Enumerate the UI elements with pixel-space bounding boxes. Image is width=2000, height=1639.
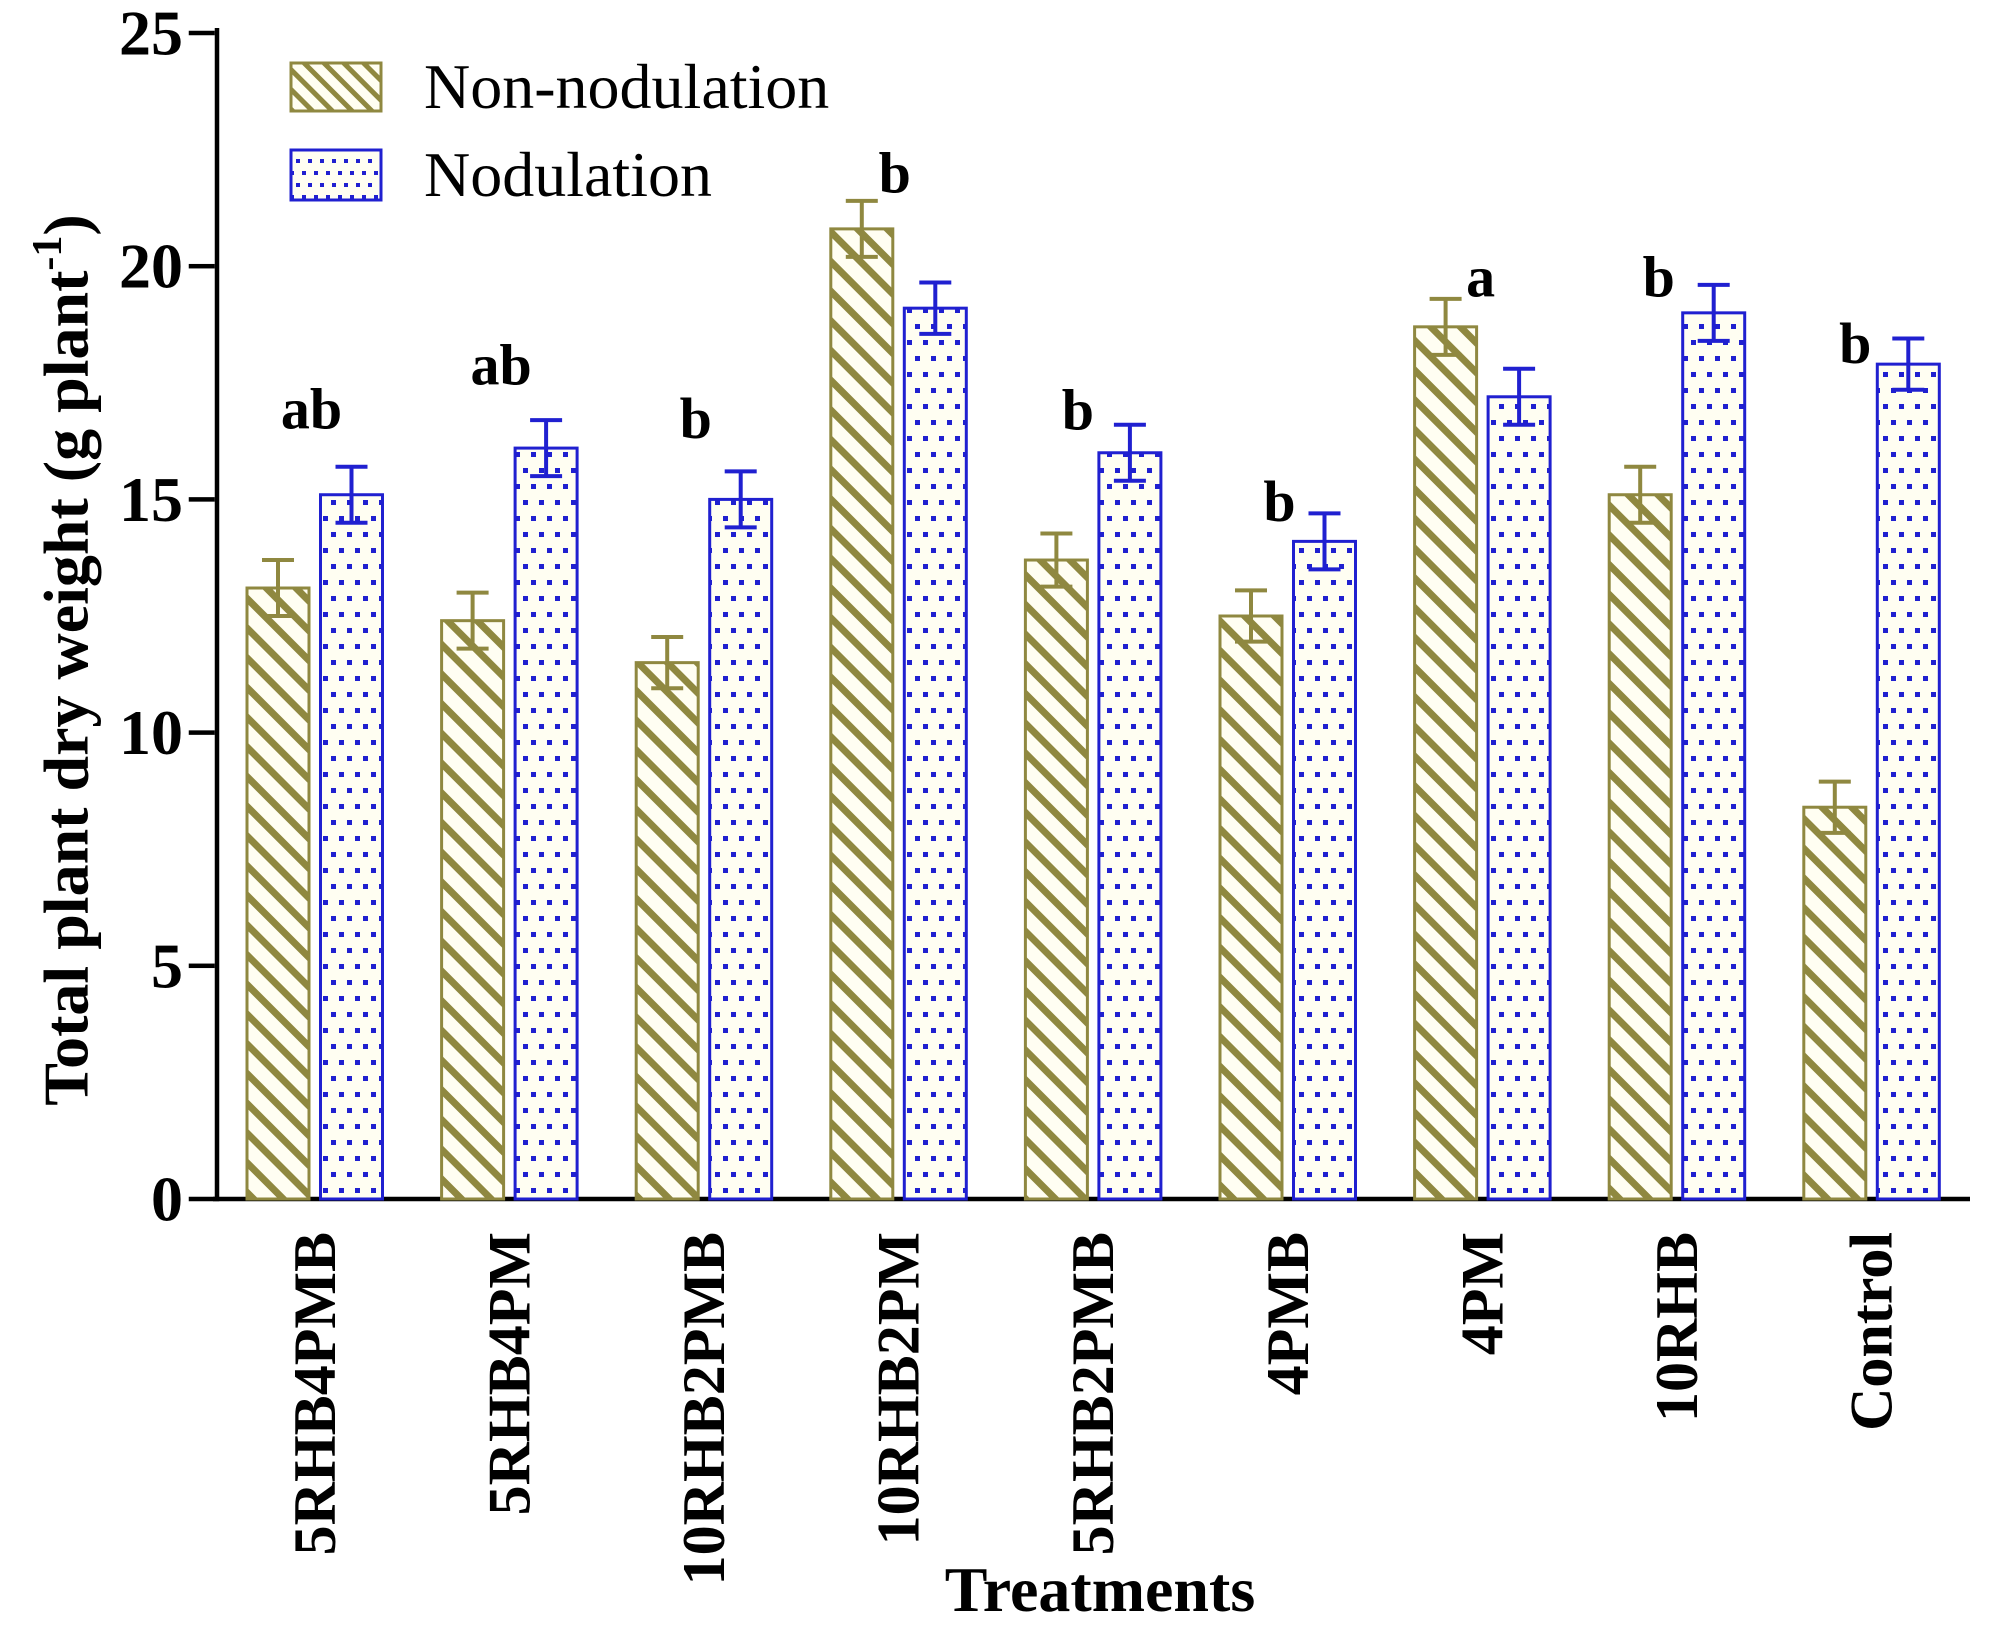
significance-letter-Control: b	[1839, 311, 1871, 376]
x-tick-label-Control: Control	[1839, 1232, 1905, 1431]
bar-nodulation-5RHB4PMB	[319, 493, 384, 1201]
y-tick-label: 25	[119, 0, 183, 69]
significance-letter-4PM: a	[1466, 244, 1495, 309]
y-tick-mark	[188, 963, 215, 969]
legend-label-nodulation: Nodulation	[424, 139, 712, 210]
significance-letter-10RHB: b	[1643, 244, 1675, 309]
x-tick-labels: 5RHB4PMB 5RHB4PM 10RHB2PMB 10RHB2PM 5RHB2PMB…	[282, 1232, 1905, 1585]
y-tick-mark	[188, 1196, 215, 1202]
bar-nodulation-4PM	[1486, 395, 1552, 1201]
bar-non-nodulation-10RHB2PM	[829, 227, 895, 1201]
bar-non-nodulation-4PMB	[1218, 614, 1284, 1201]
x-tick-label-5RHB4PM: 5RHB4PM	[476, 1232, 542, 1515]
bar-non-nodulation-10RHB2PMB	[634, 661, 700, 1201]
bar-non-nodulation-Control	[1802, 805, 1868, 1201]
y-tick-label: 10	[119, 697, 183, 768]
significance-letter-5RHB4PM: ab	[470, 333, 531, 398]
y-tick-mark	[188, 30, 215, 36]
y-axis-spine	[214, 28, 220, 1202]
error-bars	[262, 198, 1925, 835]
legend-swatches	[289, 61, 383, 202]
x-tick-label-4PMB: 4PMB	[1255, 1232, 1321, 1395]
legend-swatch-nodulation	[289, 148, 383, 202]
significance-letter-10RHB2PMB: b	[680, 386, 712, 451]
legend-label-non-nodulation: Non-nodulation	[424, 51, 830, 122]
bar-nodulation-5RHB2PMB	[1097, 451, 1163, 1201]
x-axis-title: Treatments	[944, 1554, 1256, 1625]
y-tick-label: 5	[151, 930, 183, 1001]
bar-non-nodulation-5RHB2PMB	[1023, 558, 1089, 1201]
bar-non-nodulation-5RHB4PMB	[245, 586, 311, 1201]
x-tick-label-10RHB2PMB: 10RHB2PMB	[671, 1232, 737, 1585]
bar-non-nodulation-10RHB	[1607, 493, 1673, 1201]
axes: 0 5 10 15 20 25	[119, 0, 1970, 1235]
bar-nodulation-10RHB	[1681, 311, 1747, 1201]
y-axis-title-text: Total plant dry weight (g plant	[30, 270, 102, 1106]
x-tick-label-10RHB: 10RHB	[1644, 1232, 1710, 1422]
y-axis-title-close: )	[30, 214, 102, 236]
y-tick-mark	[188, 497, 215, 502]
x-tick-label-10RHB2PM: 10RHB2PM	[866, 1232, 932, 1545]
bar-non-nodulation-4PM	[1413, 325, 1479, 1201]
significance-letter-5RHB4PMB: ab	[281, 376, 342, 441]
x-axis-spine	[213, 1196, 1970, 1202]
significance-letter-10RHB2PM: b	[879, 140, 911, 205]
legend-swatch-non-nodulation	[289, 61, 383, 113]
bar-nodulation-4PMB	[1292, 539, 1357, 1201]
y-axis-title-superscript: -1	[25, 235, 71, 271]
x-tick-label-5RHB2PMB: 5RHB2PMB	[1060, 1232, 1126, 1555]
y-tick-mark	[188, 730, 215, 735]
y-axis-title: Total plant dry weight (g plant-1)	[17, 0, 101, 1330]
bar-nodulation-5RHB4PM	[513, 446, 579, 1201]
bar-non-nodulation-5RHB4PM	[440, 619, 506, 1201]
y-tick-label: 15	[119, 464, 183, 535]
significance-letter-5RHB2PMB: b	[1062, 377, 1094, 442]
x-tick-label-4PM: 4PM	[1449, 1232, 1515, 1355]
bar-nodulation-10RHB2PMB	[708, 497, 774, 1201]
x-tick-label-5RHB4PMB: 5RHB4PMB	[282, 1232, 348, 1555]
bars	[245, 227, 1941, 1201]
y-tick-label: 20	[119, 231, 183, 302]
bar-nodulation-10RHB2PM	[902, 306, 968, 1201]
y-tick-label: 0	[151, 1164, 183, 1235]
y-tick-mark	[188, 263, 215, 269]
bar-nodulation-Control	[1875, 362, 1941, 1201]
significance-letter-4PMB: b	[1263, 469, 1295, 534]
